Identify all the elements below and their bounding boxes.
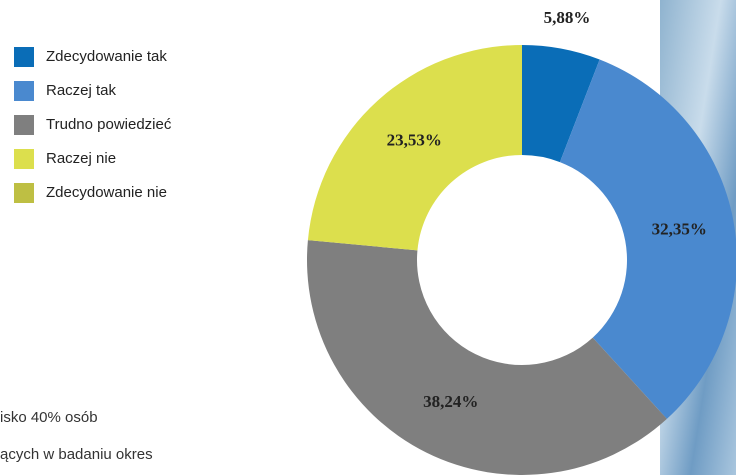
- body-text: isko 40% osób: [0, 409, 98, 426]
- data-label: 23,53%: [387, 131, 442, 150]
- legend-label: Zdecydowanie nie: [46, 184, 167, 201]
- legend-label: Zdecydowanie tak: [46, 48, 167, 65]
- legend-label: Raczej tak: [46, 82, 117, 99]
- data-label: 32,35%: [652, 219, 707, 238]
- legend-label: Raczej nie: [46, 150, 116, 167]
- legend-swatch: [14, 81, 34, 101]
- data-label: 5,88%: [544, 8, 591, 27]
- legend-swatch: [14, 47, 34, 67]
- legend-label: Trudno powiedzieć: [46, 116, 172, 133]
- legend-swatch: [14, 183, 34, 203]
- data-label: 38,24%: [423, 392, 478, 411]
- legend-swatch: [14, 149, 34, 169]
- chart: isko 40% osób ących w badaniu okres 5,88…: [0, 0, 736, 475]
- body-text: ących w badaniu okres: [0, 446, 153, 463]
- legend-swatch: [14, 115, 34, 135]
